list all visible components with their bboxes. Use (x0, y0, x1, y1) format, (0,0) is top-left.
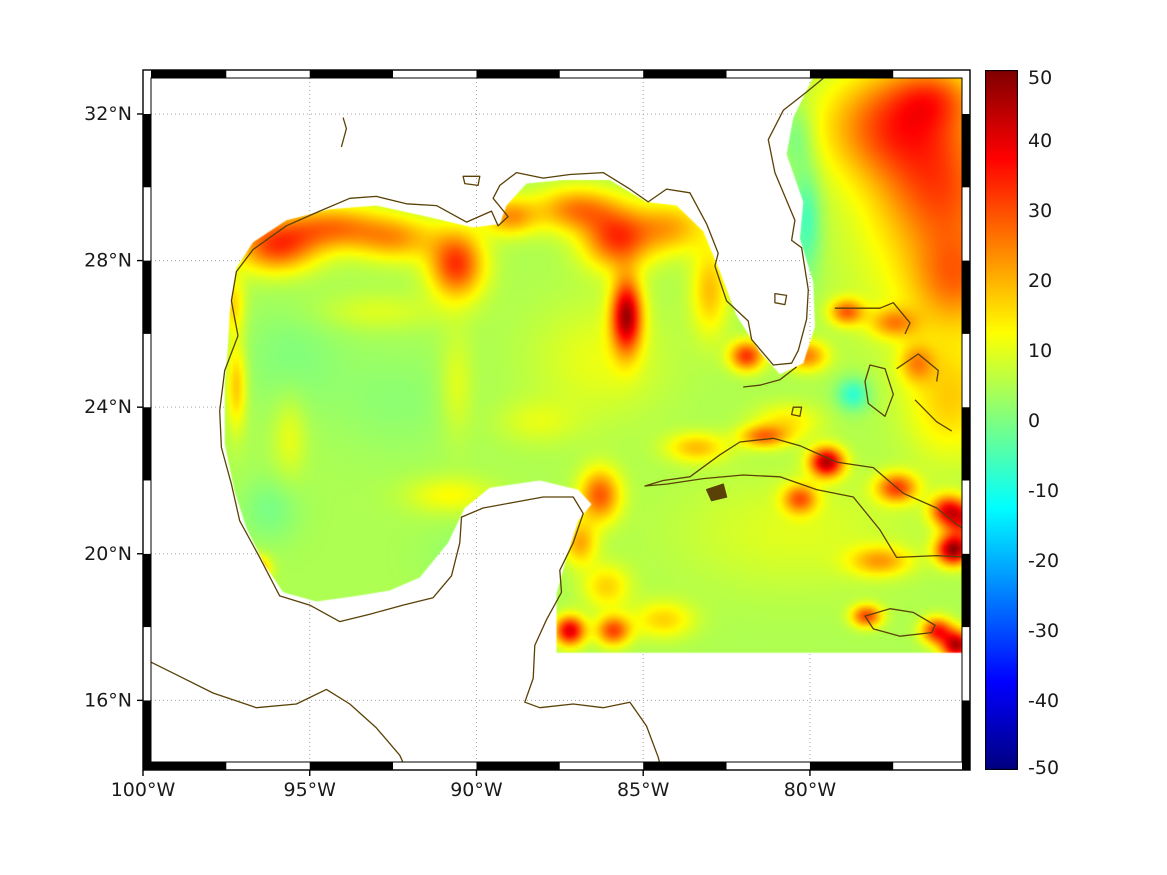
colorbar-tick-label: -10 (1028, 480, 1059, 502)
colorbar-tick-label: 50 (1028, 67, 1052, 89)
colorbar-tick-label: 20 (1028, 270, 1052, 292)
colorbar-tick-label: -50 (1028, 757, 1059, 779)
y-tick-label: 32°N (84, 103, 132, 125)
colorbar-tick-label: 10 (1028, 340, 1052, 362)
y-tick-label: 24°N (84, 396, 132, 418)
y-tick-label: 28°N (84, 250, 132, 272)
heatmap-field (143, 70, 970, 770)
x-tick-label: 100°W (111, 779, 176, 801)
colorbar-tick-label: 0 (1028, 410, 1040, 432)
y-tick-label: 20°N (84, 543, 132, 565)
colorbar-tick-label: -20 (1028, 550, 1059, 572)
colorbar-tick-label: -30 (1028, 620, 1059, 642)
colorbar-tick-label: 30 (1028, 200, 1052, 222)
x-tick-label: 85°W (617, 779, 670, 801)
x-tick-label: 90°W (450, 779, 503, 801)
x-tick-label: 80°W (784, 779, 837, 801)
x-tick-label: 95°W (283, 779, 336, 801)
y-tick-label: 16°N (84, 689, 132, 711)
coastline-hispaniola-west-tip (977, 556, 984, 606)
colorbar (985, 70, 1018, 770)
colorbar-tick-label: -40 (1028, 690, 1059, 712)
colorbar-tick-label: 40 (1028, 130, 1052, 152)
